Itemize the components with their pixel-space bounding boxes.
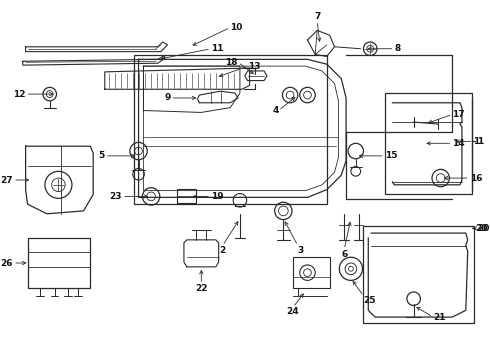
Text: 27: 27 <box>0 176 13 185</box>
Text: 19: 19 <box>211 192 223 201</box>
Text: 22: 22 <box>195 284 208 293</box>
Bar <box>177 189 196 203</box>
Text: 20: 20 <box>477 224 490 233</box>
Bar <box>27 238 90 288</box>
Text: 14: 14 <box>452 139 465 148</box>
Text: 1: 1 <box>477 137 484 146</box>
Text: 10: 10 <box>230 23 243 32</box>
Text: 21: 21 <box>433 312 445 321</box>
Text: 4: 4 <box>272 106 278 115</box>
Bar <box>293 257 330 288</box>
Bar <box>134 54 327 204</box>
Text: 12: 12 <box>13 90 25 99</box>
Text: 26: 26 <box>0 258 13 267</box>
Text: 9: 9 <box>164 94 171 103</box>
Text: 18: 18 <box>225 58 238 67</box>
Text: 17: 17 <box>452 110 465 119</box>
Text: 8: 8 <box>394 44 401 53</box>
Text: 2: 2 <box>220 246 226 255</box>
Text: 6: 6 <box>341 249 347 258</box>
Text: 11: 11 <box>211 44 223 53</box>
Text: 25: 25 <box>364 296 376 305</box>
Text: 24: 24 <box>287 307 299 316</box>
Text: 3: 3 <box>298 246 304 255</box>
Bar <box>364 226 474 323</box>
Text: 7: 7 <box>314 12 320 21</box>
Text: 23: 23 <box>110 192 122 201</box>
Text: 1: 1 <box>473 137 480 146</box>
Bar <box>385 93 471 194</box>
Text: 13: 13 <box>247 62 260 71</box>
Text: 15: 15 <box>385 151 397 160</box>
Text: 20: 20 <box>475 224 488 233</box>
Text: 5: 5 <box>98 151 105 160</box>
Text: 16: 16 <box>469 174 482 183</box>
